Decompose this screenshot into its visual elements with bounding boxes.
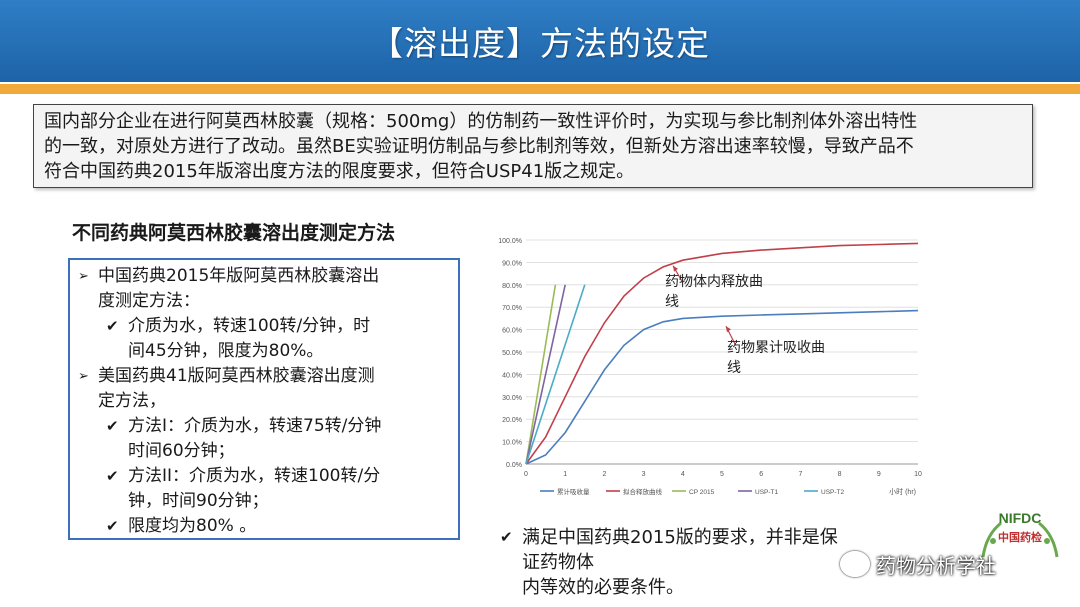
watermark-text: 药物分析学社 bbox=[876, 553, 996, 578]
intro-line: 国内部分企业在进行阿莫西林胶囊（规格：500mg）的仿制药一致性评价时，为实现与… bbox=[44, 111, 918, 132]
x-tick-label: 7 bbox=[798, 471, 802, 478]
y-tick-label: 40.0% bbox=[502, 372, 522, 379]
title-bar: 【溶出度】方法的设定 bbox=[0, 0, 1080, 82]
cp-method-line: 中国药典2015年版阿莫西林胶囊溶出 bbox=[98, 266, 380, 286]
usp-method-1-line: 方法I：介质为水，转速75转/分钟 bbox=[128, 416, 382, 436]
series-line bbox=[525, 284, 557, 465]
usp-method-1-line: 时间60分钟； bbox=[128, 441, 235, 461]
series-line bbox=[525, 284, 566, 465]
chat-bubble-icon bbox=[840, 551, 870, 577]
y-tick-label: 90.0% bbox=[502, 260, 522, 267]
x-tick-label: 4 bbox=[681, 471, 685, 478]
slide-title: 【溶出度】方法的设定 bbox=[370, 24, 710, 63]
legend-label: 拟合释放曲线 bbox=[623, 487, 663, 496]
y-tick-label: 100.0% bbox=[498, 238, 522, 245]
usp-method-2-line: 方法II：介质为水，转速100转/分 bbox=[128, 466, 381, 486]
method-heading: 不同药典阿莫西林胶囊溶出度测定方法 bbox=[72, 222, 396, 244]
logo-text-top: NIFDC bbox=[999, 510, 1042, 526]
y-tick-label: 0.0% bbox=[506, 462, 522, 469]
x-tick-label: 8 bbox=[838, 471, 842, 478]
legend-label: USP-T1 bbox=[755, 489, 779, 496]
checkmark-icon: ✔ bbox=[106, 467, 119, 485]
usp-method-line: 定方法， bbox=[98, 391, 166, 411]
methods-box: ➢ 中国药典2015年版阿莫西林胶囊溶出 度测定方法： ✔ 介质为水，转速100… bbox=[68, 258, 460, 540]
series-line bbox=[525, 242, 919, 465]
usp-method-line: 美国药典41版阿莫西林胶囊溶出度测 bbox=[98, 366, 375, 386]
series-line bbox=[525, 309, 919, 465]
release-curve-annotation: 药物体内释放曲 线 bbox=[665, 272, 763, 312]
nifdc-logo: NIFDC 中国药检 bbox=[981, 510, 1059, 558]
x-tick-label: 2 bbox=[602, 471, 606, 478]
y-tick-label: 50.0% bbox=[502, 350, 522, 357]
orange-divider bbox=[0, 84, 1080, 94]
annotation-line: 线 bbox=[665, 294, 679, 310]
usp-method-item: ➢ 美国药典41版阿莫西林胶囊溶出度测 定方法， bbox=[78, 364, 454, 414]
annotation-line: 线 bbox=[727, 360, 741, 376]
annotation-arrowhead bbox=[725, 326, 731, 333]
y-tick-label: 70.0% bbox=[502, 305, 522, 312]
annotation-line: 药物累计吸收曲 bbox=[727, 340, 825, 356]
conclusion: ✔ 满足中国药典2015版的要求，并非是保证药物体 内等效的必要条件。 bbox=[500, 525, 840, 600]
intro-line: 的一致，对原处方进行了改动。虽然BE实验证明仿制品与参比制剂等效，但新处方溶出速… bbox=[44, 136, 914, 157]
limit-item: ✔ 限度均为80% 。 bbox=[78, 514, 454, 539]
cp-method-item: ➢ 中国药典2015年版阿莫西林胶囊溶出 度测定方法： bbox=[78, 264, 454, 314]
x-tick-label: 5 bbox=[720, 471, 724, 478]
cp-detail-line: 介质为水，转速100转/分钟，时 bbox=[128, 316, 371, 336]
usp-method-2-line: 钟，时间90分钟； bbox=[128, 491, 269, 511]
y-tick-label: 60.0% bbox=[502, 328, 522, 335]
y-tick-label: 30.0% bbox=[502, 395, 522, 402]
logo-text-bottom: 中国药检 bbox=[998, 530, 1042, 544]
annotation-line: 药物体内释放曲 bbox=[665, 274, 763, 290]
series-line bbox=[525, 284, 586, 465]
legend-label: USP-T2 bbox=[821, 489, 845, 496]
arrow-bullet-icon: ➢ bbox=[78, 269, 89, 284]
x-axis-label: 小时 (hr) bbox=[889, 487, 916, 496]
x-tick-label: 0 bbox=[524, 471, 528, 478]
cp-method-detail: ✔ 介质为水，转速100转/分钟，时 间45分钟，限度为80%。 bbox=[78, 314, 454, 364]
intro-line: 符合中国药典2015年版溶出度方法的限度要求，但符合USP41版之规定。 bbox=[44, 161, 635, 182]
legend-label: CP 2015 bbox=[689, 489, 715, 496]
cp-detail-line: 间45分钟，限度为80%。 bbox=[128, 341, 324, 361]
dissolution-chart: 0.0% 10.0% 20.0% 30.0% 40.0% 50.0% 60.0% 70.0% 8… bbox=[490, 226, 930, 508]
intro-box: 国内部分企业在进行阿莫西林胶囊（规格：500mg）的仿制药一致性评价时，为实现与… bbox=[33, 104, 1033, 188]
x-tick-label: 10 bbox=[914, 471, 922, 478]
usp-method-2: ✔ 方法II：介质为水，转速100转/分 钟，时间90分钟； bbox=[78, 464, 454, 514]
y-tick-label: 20.0% bbox=[502, 417, 522, 424]
legend-label: 累计吸收量 bbox=[557, 487, 590, 496]
x-tick-label: 1 bbox=[563, 471, 567, 478]
checkmark-icon: ✔ bbox=[106, 517, 119, 535]
absorption-curve-annotation: 药物累计吸收曲 线 bbox=[727, 338, 825, 378]
arrow-bullet-icon: ➢ bbox=[78, 369, 89, 384]
conclusion-line: 内等效的必要条件。 bbox=[522, 577, 684, 598]
annotation-arrowhead bbox=[673, 265, 678, 272]
x-tick-label: 3 bbox=[642, 471, 646, 478]
checkmark-icon: ✔ bbox=[106, 317, 119, 335]
x-tick-label: 9 bbox=[877, 471, 881, 478]
checkmark-icon: ✔ bbox=[106, 417, 119, 435]
cp-method-line: 度测定方法： bbox=[98, 291, 200, 311]
chart-svg: 0.0% 10.0% 20.0% 30.0% 40.0% 50.0% 60.0% 70.0% 8… bbox=[498, 238, 922, 496]
conclusion-line: 满足中国药典2015版的要求，并非是保证药物体 bbox=[522, 527, 838, 573]
watermark: 药物分析学社 bbox=[840, 548, 996, 580]
limit-line: 限度均为80% 。 bbox=[128, 516, 257, 536]
y-tick-label: 80.0% bbox=[502, 283, 522, 290]
x-tick-label: 6 bbox=[759, 471, 763, 478]
checkmark-icon: ✔ bbox=[500, 528, 513, 546]
usp-method-1: ✔ 方法I：介质为水，转速75转/分钟 时间60分钟； bbox=[78, 414, 454, 464]
y-tick-label: 10.0% bbox=[502, 440, 522, 447]
